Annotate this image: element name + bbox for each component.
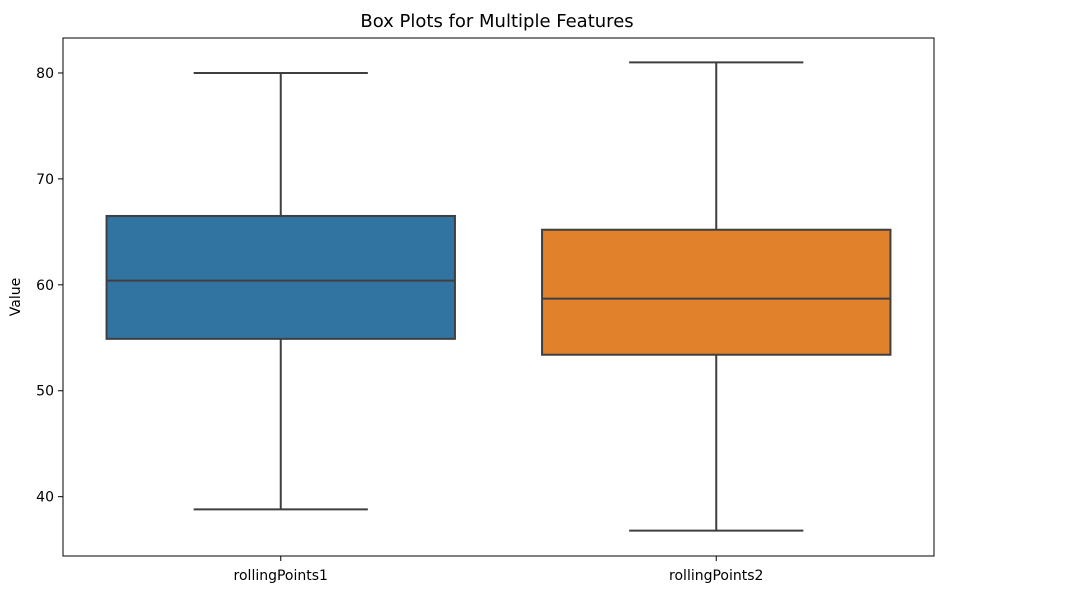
x-tick-label: rollingPoints1	[234, 568, 328, 584]
y-tick-label: 70	[36, 172, 54, 188]
y-tick-label: 50	[36, 384, 54, 400]
box-rollingPoints1	[105, 214, 456, 340]
chart-title: Box Plots for Multiple Features	[360, 11, 633, 32]
y-tick-label: 80	[36, 66, 54, 82]
plot-frame	[62, 37, 935, 557]
x-tick-label: rollingPoints2	[669, 568, 763, 584]
y-tick-label: 40	[36, 490, 54, 506]
y-tick-label: 60	[36, 278, 54, 294]
plot-area	[105, 61, 892, 532]
y-axis-label: Value	[8, 278, 24, 316]
box-rollingPoints2	[541, 228, 892, 356]
